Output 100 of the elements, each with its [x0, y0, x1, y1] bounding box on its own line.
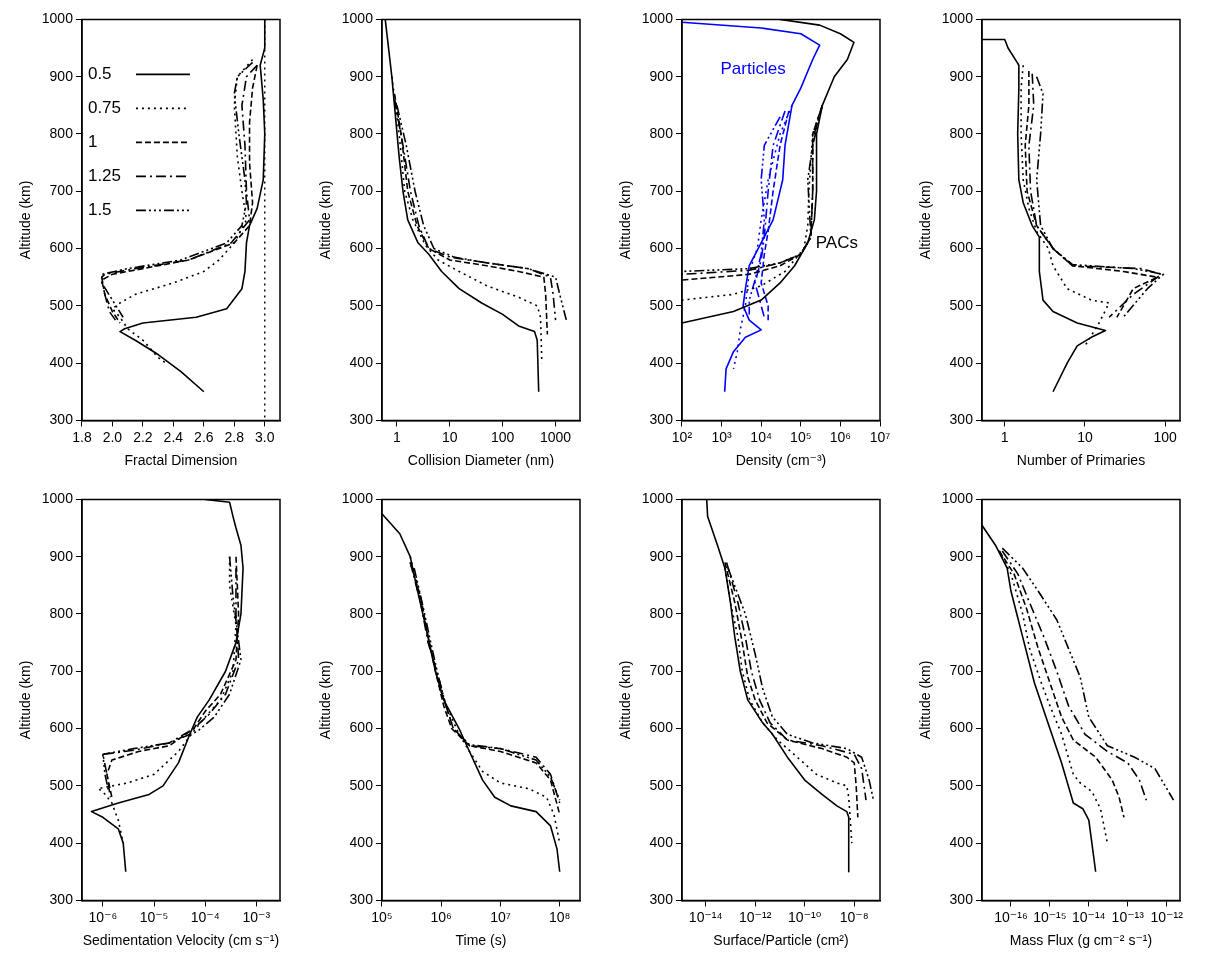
x-axis-title: Surface/Particle (cm²) — [713, 932, 849, 949]
y-axis-title: Altitude (km) — [17, 660, 34, 740]
x-tick-label: 10⁸ — [548, 908, 571, 925]
x-tick-label: 10⁻¹⁴ — [688, 908, 723, 925]
y-tick-label: 700 — [49, 182, 74, 199]
y-tick-label: 700 — [349, 182, 374, 199]
y-tick-label: 900 — [649, 67, 674, 84]
x-tick-label: 10⁻¹⁵ — [1033, 908, 1067, 925]
legend-label: 0.5 — [87, 64, 112, 84]
y-tick-label: 300 — [349, 411, 374, 428]
legend-label: 0.75 — [87, 98, 122, 118]
annotation: PACs — [815, 232, 858, 252]
y-tick-label: 400 — [949, 833, 974, 850]
y-tick-label: 600 — [349, 239, 374, 256]
y-tick-label: 300 — [649, 891, 674, 908]
y-tick-label: 400 — [49, 833, 74, 850]
annotation: Particles — [720, 58, 786, 78]
y-axis-title: Altitude (km) — [617, 660, 634, 740]
x-tick-label: 10 — [1077, 428, 1093, 445]
y-axis-title: Altitude (km) — [917, 180, 934, 260]
x-tick-label: 10⁻¹⁰ — [788, 908, 822, 925]
y-tick-label: 500 — [649, 296, 674, 313]
y-tick-label: 300 — [649, 411, 674, 428]
y-tick-label: 800 — [949, 124, 974, 141]
y-tick-label: 1000 — [941, 10, 974, 27]
x-axis-title: Number of Primaries — [1016, 452, 1146, 469]
y-tick-label: 1000 — [341, 490, 374, 507]
y-tick-label: 800 — [349, 124, 374, 141]
x-axis-title: Collision Diameter (nm) — [407, 452, 555, 469]
x-tick-label: 10⁵ — [790, 428, 812, 445]
x-tick-label: 10 — [442, 428, 458, 445]
y-axis-title: Altitude (km) — [617, 180, 634, 260]
y-tick-label: 600 — [649, 239, 674, 256]
y-tick-label: 600 — [949, 239, 974, 256]
y-tick-label: 1000 — [941, 490, 974, 507]
x-tick-label: 3.0 — [255, 428, 275, 445]
x-tick-label: 10⁴ — [750, 428, 772, 445]
x-axis-title: Fractal Dimension — [124, 452, 238, 469]
x-tick-label: 2.4 — [163, 428, 184, 445]
y-tick-label: 600 — [649, 719, 674, 736]
y-tick-label: 500 — [649, 776, 674, 793]
y-axis-title: Altitude (km) — [317, 180, 334, 260]
y-tick-label: 800 — [649, 604, 674, 621]
x-tick-label: 10⁻⁵ — [139, 908, 169, 925]
y-tick-label: 500 — [349, 776, 374, 793]
x-tick-label: 10⁵ — [371, 908, 393, 925]
x-tick-label: 10⁻¹⁶ — [994, 908, 1028, 925]
x-tick-label: 1000 — [539, 428, 572, 445]
y-tick-label: 700 — [949, 182, 974, 199]
y-tick-label: 600 — [49, 719, 74, 736]
legend-label: 1.25 — [87, 166, 122, 186]
y-tick-label: 800 — [49, 604, 74, 621]
y-tick-label: 600 — [49, 239, 74, 256]
x-tick-label: 100 — [1153, 428, 1178, 445]
y-tick-label: 1000 — [41, 490, 74, 507]
y-tick-label: 500 — [349, 296, 374, 313]
x-tick-label: 2.6 — [194, 428, 214, 445]
y-tick-label: 1000 — [641, 490, 674, 507]
x-axis-title: Sedimentation Velocity (cm s⁻¹) — [82, 932, 280, 949]
x-tick-label: 2.2 — [133, 428, 153, 445]
y-tick-label: 500 — [49, 296, 74, 313]
y-tick-label: 800 — [649, 124, 674, 141]
y-tick-label: 900 — [49, 547, 74, 564]
y-tick-label: 800 — [349, 604, 374, 621]
y-tick-label: 1000 — [641, 10, 674, 27]
x-tick-label: 10⁻⁴ — [190, 908, 220, 925]
y-tick-label: 700 — [349, 662, 374, 679]
x-tick-label: 10² — [671, 428, 693, 445]
y-axis-title: Altitude (km) — [917, 660, 934, 740]
x-axis-title: Mass Flux (g cm⁻² s⁻¹) — [1009, 932, 1153, 949]
y-tick-label: 1000 — [341, 10, 374, 27]
x-axis-title: Time (s) — [455, 932, 507, 949]
x-tick-label: 1.8 — [72, 428, 92, 445]
x-tick-label: 1 — [1000, 428, 1009, 445]
x-tick-label: 10⁻¹³ — [1111, 908, 1145, 925]
y-tick-label: 300 — [949, 891, 974, 908]
x-tick-label: 1 — [393, 428, 402, 445]
x-tick-label: 2.8 — [224, 428, 245, 445]
legend-label: 1 — [87, 132, 98, 152]
x-tick-label: 10⁻¹⁴ — [1071, 908, 1106, 925]
x-tick-label: 100 — [491, 428, 515, 445]
x-tick-label: 10⁻⁶ — [88, 908, 118, 925]
y-tick-label: 900 — [949, 67, 974, 84]
y-tick-label: 500 — [949, 776, 974, 793]
y-tick-label: 400 — [949, 353, 974, 370]
y-tick-label: 800 — [49, 124, 74, 141]
y-axis-title: Altitude (km) — [317, 660, 334, 740]
y-tick-label: 400 — [349, 353, 374, 370]
y-tick-label: 400 — [349, 833, 374, 850]
y-tick-label: 900 — [349, 67, 374, 84]
y-axis-title: Altitude (km) — [17, 180, 34, 260]
y-tick-label: 300 — [949, 411, 974, 428]
x-tick-label: 10⁻³ — [242, 908, 271, 925]
y-tick-label: 300 — [49, 891, 74, 908]
y-tick-label: 700 — [649, 662, 674, 679]
y-tick-label: 300 — [49, 411, 74, 428]
x-tick-label: 2.0 — [102, 428, 123, 445]
y-tick-label: 500 — [949, 296, 974, 313]
y-tick-label: 900 — [49, 67, 74, 84]
x-tick-label: 10⁶ — [829, 428, 852, 445]
